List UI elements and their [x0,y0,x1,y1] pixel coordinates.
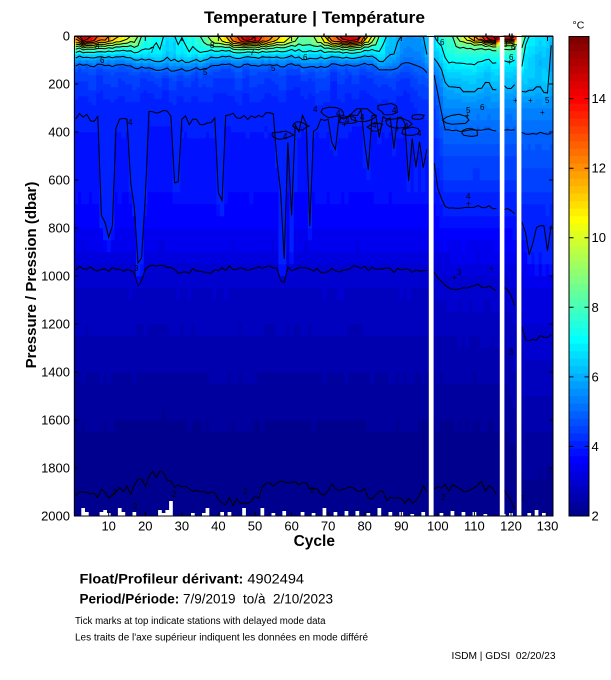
svg-text:+: + [342,120,347,129]
svg-text:Les traits de l'axe supérieur: Les traits de l'axe supérieur indiquent … [75,633,368,644]
svg-text:5: 5 [466,106,471,115]
svg-text:2: 2 [133,502,138,511]
svg-text:6: 6 [592,369,599,384]
svg-text:+: + [466,199,471,208]
svg-text:2: 2 [310,486,315,495]
svg-text:5: 5 [271,64,276,73]
svg-text:2: 2 [441,493,446,502]
svg-text:+: + [507,58,512,67]
svg-text:2: 2 [243,487,248,496]
svg-text:Period/Période: 7/9/2019 to/à: Period/Période: 7/9/2019 to/à 2/10/2023 [80,592,334,607]
svg-text:5: 5 [545,96,550,105]
svg-text:Pressure / Pression (dbar): Pressure / Pression (dbar) [23,182,40,369]
svg-text:7: 7 [250,48,255,57]
svg-text:+: + [513,96,518,105]
svg-text:4: 4 [283,132,288,141]
svg-text:50: 50 [248,519,262,534]
svg-text:°C: °C [573,20,585,32]
svg-text:4: 4 [392,106,397,115]
svg-text:10: 10 [101,519,115,534]
svg-text:600: 600 [48,173,70,188]
svg-text:2: 2 [112,488,117,497]
svg-text:Tick marks at top indicate sta: Tick marks at top indicate stations with… [75,616,326,627]
svg-text:120: 120 [500,519,522,534]
svg-text:3: 3 [134,264,139,273]
svg-text:60: 60 [284,519,298,534]
svg-text:90: 90 [394,519,408,534]
svg-text:70: 70 [321,519,335,534]
svg-text:110: 110 [464,519,485,534]
svg-text:8: 8 [210,41,215,50]
svg-text:12: 12 [592,161,606,176]
svg-text:7: 7 [150,46,155,55]
svg-text:8: 8 [503,40,508,49]
svg-text:130: 130 [537,519,559,534]
svg-text:200: 200 [48,77,70,92]
svg-text:14: 14 [592,91,606,106]
svg-text:10: 10 [592,230,606,245]
svg-text:6: 6 [440,38,445,47]
svg-text:+: + [465,111,470,120]
svg-text:4: 4 [360,113,365,122]
svg-text:4: 4 [128,118,133,127]
svg-text:7: 7 [513,43,518,52]
svg-text:Temperature | Température: Temperature | Température [204,9,425,27]
svg-text:2: 2 [592,509,599,524]
svg-text:2000: 2000 [41,509,70,524]
svg-text:2: 2 [172,490,177,499]
svg-text:8: 8 [95,42,100,51]
svg-text:2: 2 [520,494,525,503]
svg-text:ISDM | GDSI 02/20/23: ISDM | GDSI 02/20/23 [452,651,556,662]
svg-text:4: 4 [345,116,350,125]
svg-text:4: 4 [417,129,422,138]
svg-text:+: + [395,124,400,133]
svg-text:4: 4 [313,105,318,114]
svg-text:4: 4 [372,121,377,130]
svg-text:80: 80 [357,519,371,534]
svg-text:1600: 1600 [41,413,70,428]
svg-text:30: 30 [175,519,189,534]
svg-text:6: 6 [509,53,514,62]
svg-text:+: + [452,273,457,282]
svg-text:1400: 1400 [41,365,70,380]
svg-text:3: 3 [457,268,462,277]
svg-text:+: + [540,108,545,117]
svg-text:20: 20 [138,519,152,534]
svg-text:6: 6 [303,53,308,62]
svg-text:6: 6 [100,56,105,65]
svg-text:5: 5 [203,68,208,77]
svg-text:+: + [489,264,494,273]
svg-text:0: 0 [63,29,70,44]
svg-text:4: 4 [404,122,409,131]
svg-text:Float/Profileur dérivant: 4902: Float/Profileur dérivant: 4902494 [80,572,305,587]
svg-text:3: 3 [509,348,514,357]
svg-text:400: 400 [48,125,70,140]
svg-text:Cycle: Cycle [294,533,336,550]
svg-text:4: 4 [466,192,471,201]
svg-text:1000: 1000 [41,269,70,284]
svg-text:4: 4 [592,439,599,454]
svg-text:6: 6 [480,103,485,112]
svg-text:1800: 1800 [41,461,70,476]
svg-text:100: 100 [427,519,449,534]
svg-text:1200: 1200 [41,317,70,332]
svg-text:+: + [528,96,533,105]
svg-text:8: 8 [592,300,599,315]
svg-text:800: 800 [48,221,70,236]
svg-text:6: 6 [511,43,516,52]
svg-text:40: 40 [211,519,225,534]
svg-text:4: 4 [336,109,341,118]
